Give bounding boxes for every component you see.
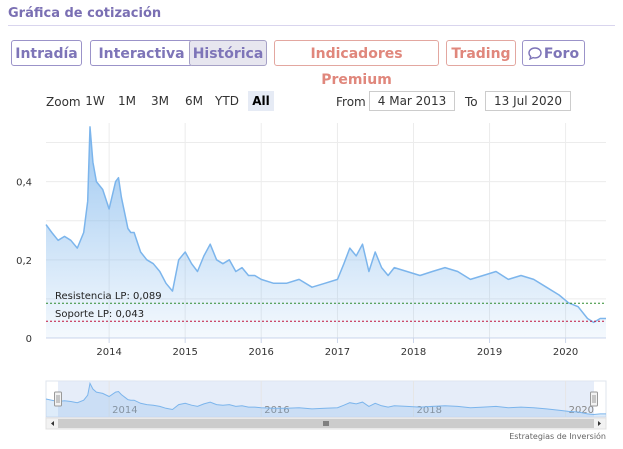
- x-tick-label: 2017: [325, 347, 350, 358]
- zoom-label: Zoom: [46, 95, 81, 109]
- navigator-tick-label: 2020: [569, 405, 594, 416]
- chat-bubble-icon: [528, 47, 542, 61]
- navigator-tick-label: 2016: [264, 405, 289, 416]
- zoom-button-3m[interactable]: 3M: [148, 91, 172, 111]
- tab-label: Interactiva: [98, 46, 185, 62]
- tab-trading[interactable]: Trading: [446, 40, 516, 66]
- navigator-background: [45, 380, 607, 418]
- x-tick-label: 2015: [172, 347, 197, 358]
- tab-label: Indicadores Premium: [310, 46, 403, 88]
- scroll-left-arrow-icon[interactable]: [51, 421, 54, 426]
- zoom-button-1m[interactable]: 1M: [115, 91, 139, 111]
- tab-indicadores-premium[interactable]: Indicadores Premium: [274, 40, 439, 88]
- tab-label: Histórica: [192, 46, 264, 62]
- x-tick-label: 2020: [553, 347, 578, 358]
- x-tick-label: 2016: [248, 347, 273, 358]
- tab-foro[interactable]: Foro: [522, 40, 585, 66]
- tab-intradia[interactable]: Intradía: [11, 40, 82, 66]
- range-selector: Zoom 1W 1M 3M 6M YTD All From To: [0, 88, 623, 114]
- y-tick-label: 0: [26, 334, 32, 345]
- navigator-handle-left[interactable]: [54, 391, 62, 407]
- from-date-input[interactable]: [369, 91, 455, 111]
- tab-historica[interactable]: Histórica: [189, 40, 267, 66]
- tab-interactiva[interactable]: Interactiva: [90, 40, 193, 66]
- title-divider: [8, 25, 615, 26]
- zoom-button-all[interactable]: All: [248, 91, 274, 111]
- x-tick-label: 2014: [96, 347, 121, 358]
- to-label: To: [465, 95, 478, 109]
- scrollbar-thumb[interactable]: [58, 419, 594, 428]
- zoom-button-6m[interactable]: 6M: [182, 91, 206, 111]
- tab-label: Intradía: [15, 46, 78, 62]
- navigator-tick-label: 2018: [417, 405, 442, 416]
- zoom-button-ytd[interactable]: YTD: [212, 91, 242, 111]
- to-date-input[interactable]: [485, 91, 571, 111]
- navigator-series-area: [46, 383, 606, 417]
- tab-label: Trading: [451, 46, 511, 62]
- scrollbar-track[interactable]: [45, 417, 607, 430]
- navigator-series-line: [45, 381, 606, 416]
- chart-credit[interactable]: Estrategias de Inversión: [509, 432, 606, 441]
- widget-title: Gráfica de cotización: [8, 6, 162, 21]
- scroll-right-arrow-icon[interactable]: [598, 421, 601, 426]
- x-tick-label: 2018: [401, 347, 426, 358]
- support-label: Soporte LP: 0,043: [55, 309, 144, 320]
- tab-label: Foro: [543, 46, 580, 62]
- y-tick-label: 0,2: [16, 256, 32, 267]
- zoom-button-1w[interactable]: 1W: [84, 91, 106, 111]
- navigator-tick-label: 2014: [112, 405, 137, 416]
- series-area: [46, 126, 606, 339]
- from-label: From: [336, 95, 366, 109]
- y-tick-label: 0,4: [16, 178, 32, 189]
- series-line: [45, 126, 606, 324]
- x-tick-label: 2019: [477, 347, 502, 358]
- navigator-selection[interactable]: [58, 381, 594, 417]
- resistance-label: Resistencia LP: 0,089: [55, 291, 162, 302]
- navigator-handle-right[interactable]: [590, 391, 598, 407]
